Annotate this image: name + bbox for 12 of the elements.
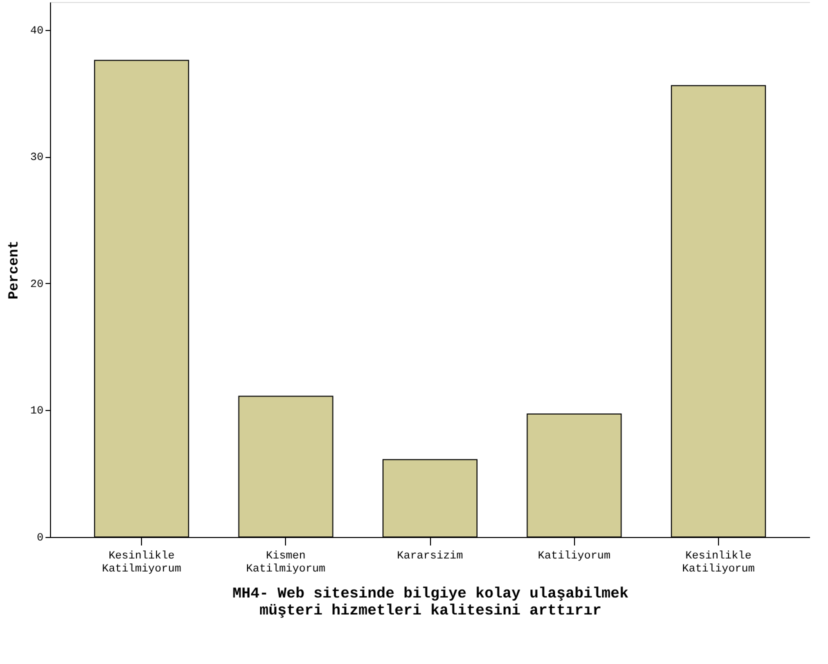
y-tick-label: 30 xyxy=(30,152,44,164)
y-tick-label: 40 xyxy=(30,25,44,38)
y-axis-title: Percent xyxy=(6,240,22,300)
y-tick-label: 10 xyxy=(30,406,44,418)
x-tick-label: Kesinlikle Katilmiyorum xyxy=(102,550,182,576)
x-tick-label: Kismen Katilmiyorum xyxy=(246,550,326,576)
y-tick-label: 20 xyxy=(30,278,44,291)
x-tick-label: Kesinlikle Katiliyorum xyxy=(682,550,756,576)
x-axis-title: MH4- Web sitesinde bilgiye kolay ulaşabilmek müşteri hizmetleri kalitesini arttırır xyxy=(232,586,629,620)
x-tick-label: Kararsizim xyxy=(396,550,464,562)
y-tick-label: 0 xyxy=(36,532,44,544)
x-tick-label: Katiliyorum xyxy=(538,550,611,562)
